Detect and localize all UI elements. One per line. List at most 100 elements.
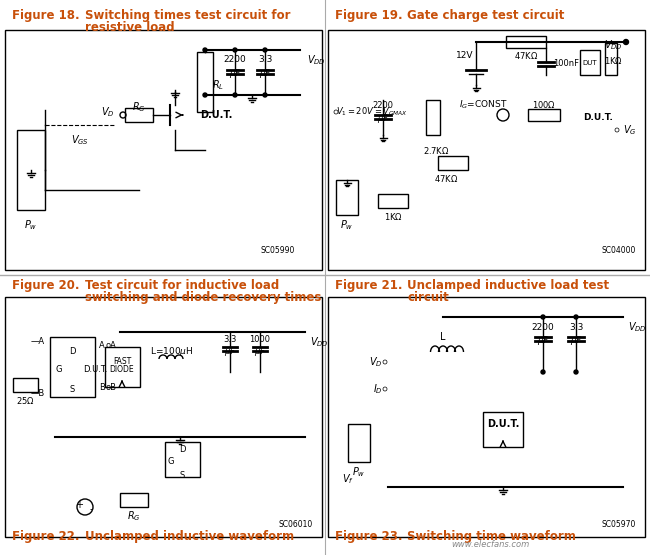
- Text: SC05990: SC05990: [261, 246, 295, 255]
- Text: 3.3: 3.3: [224, 335, 237, 344]
- Bar: [336, 180, 358, 215]
- Bar: [506, 36, 546, 48]
- Circle shape: [203, 93, 207, 97]
- Text: $P_w$: $P_w$: [352, 465, 366, 479]
- Text: 2.7K$\Omega$: 2.7K$\Omega$: [423, 145, 449, 156]
- Text: D.U.T.: D.U.T.: [487, 419, 519, 429]
- Text: A: A: [99, 341, 105, 350]
- Text: SC05970: SC05970: [602, 520, 636, 529]
- Text: Figure 21.: Figure 21.: [335, 279, 402, 292]
- Circle shape: [233, 48, 237, 52]
- Text: +: +: [75, 500, 83, 510]
- Text: 3.3: 3.3: [258, 56, 272, 64]
- Bar: [438, 156, 468, 170]
- Bar: [378, 194, 408, 208]
- Text: G: G: [55, 365, 62, 374]
- Bar: [120, 493, 148, 507]
- Text: 12V: 12V: [456, 51, 473, 59]
- Text: $V_G$: $V_G$: [623, 123, 636, 137]
- Bar: [197, 52, 213, 112]
- Bar: [328, 30, 645, 270]
- Text: —B: —B: [31, 390, 45, 398]
- Bar: [528, 109, 560, 121]
- Circle shape: [233, 93, 237, 97]
- Bar: [105, 347, 140, 387]
- Bar: [13, 378, 38, 392]
- Bar: [165, 442, 200, 477]
- Text: $\mu$F: $\mu$F: [224, 345, 236, 358]
- Text: 1000: 1000: [250, 335, 270, 344]
- Text: $R_G$: $R_G$: [132, 100, 146, 114]
- Circle shape: [541, 315, 545, 319]
- Text: Figure 22.: Figure 22.: [12, 530, 79, 543]
- Circle shape: [263, 48, 267, 52]
- Text: 47K$\Omega$: 47K$\Omega$: [514, 50, 538, 61]
- Text: Figure 18.: Figure 18.: [12, 9, 79, 22]
- Text: 2200: 2200: [372, 100, 393, 109]
- Text: $\mu$F: $\mu$F: [570, 334, 582, 347]
- Text: Switching time waveform: Switching time waveform: [407, 530, 576, 543]
- Text: 100nF: 100nF: [553, 58, 579, 68]
- Bar: [580, 50, 600, 75]
- Text: $I_D$: $I_D$: [373, 382, 383, 396]
- Bar: [125, 108, 153, 122]
- Bar: [17, 130, 45, 210]
- Text: $V_{GS}$: $V_{GS}$: [71, 133, 89, 147]
- Text: Switching times test circuit for: Switching times test circuit for: [85, 9, 291, 22]
- Text: 3.3: 3.3: [569, 322, 583, 331]
- Bar: [605, 43, 617, 75]
- Text: oB: oB: [105, 382, 116, 391]
- Text: Figure 20.: Figure 20.: [12, 279, 79, 292]
- Text: S: S: [70, 385, 75, 393]
- Text: -: -: [89, 504, 93, 514]
- Text: 100$\Omega$: 100$\Omega$: [532, 99, 556, 110]
- Text: $R_G$: $R_G$: [127, 509, 141, 523]
- Circle shape: [574, 315, 578, 319]
- Text: $V_f$: $V_f$: [342, 472, 354, 486]
- Text: $\mu$F: $\mu$F: [254, 345, 266, 358]
- Circle shape: [203, 48, 207, 52]
- Text: $\mu$F: $\mu$F: [229, 67, 241, 80]
- Text: SC06010: SC06010: [279, 520, 313, 529]
- Text: $\mu$F: $\mu$F: [259, 67, 271, 80]
- Text: 2200: 2200: [224, 56, 246, 64]
- Text: D.U.T.: D.U.T.: [83, 365, 107, 374]
- Text: 47K$\Omega$: 47K$\Omega$: [434, 173, 458, 184]
- Bar: [426, 100, 440, 135]
- Text: DIODE: DIODE: [110, 366, 135, 375]
- Text: L: L: [440, 332, 446, 342]
- Text: $\mu$F: $\mu$F: [537, 334, 549, 347]
- Bar: [348, 424, 370, 462]
- Text: $P_w$: $P_w$: [24, 218, 38, 232]
- Text: —A: —A: [31, 337, 45, 346]
- Text: Test circuit for inductive load: Test circuit for inductive load: [85, 279, 280, 292]
- Bar: [483, 412, 523, 447]
- Text: oA: oA: [105, 341, 116, 350]
- Text: Unclamped inductive load test: Unclamped inductive load test: [407, 279, 609, 292]
- Text: resistive load: resistive load: [85, 21, 175, 34]
- Text: $R_L$: $R_L$: [212, 78, 224, 92]
- Text: G: G: [168, 457, 174, 467]
- Text: $P_w$: $P_w$: [341, 218, 354, 232]
- Text: $V_D$: $V_D$: [369, 355, 383, 369]
- Bar: [5, 297, 322, 537]
- Circle shape: [541, 370, 545, 374]
- Text: $V_{DD}$: $V_{DD}$: [310, 335, 329, 349]
- Text: Figure 23.: Figure 23.: [335, 530, 402, 543]
- Text: S: S: [179, 471, 185, 480]
- Text: $V_D$: $V_D$: [101, 105, 115, 119]
- Text: SC04000: SC04000: [602, 246, 636, 255]
- Text: D.U.T.: D.U.T.: [583, 113, 613, 122]
- Text: $\mu$F: $\mu$F: [377, 112, 389, 125]
- Text: Figure 19.: Figure 19.: [335, 9, 402, 22]
- Text: D.U.T.: D.U.T.: [200, 110, 233, 120]
- Bar: [328, 297, 645, 537]
- Text: FAST: FAST: [113, 357, 131, 366]
- Text: 2200: 2200: [532, 322, 554, 331]
- Text: $V_{DD}$: $V_{DD}$: [307, 53, 326, 67]
- Bar: [50, 337, 95, 397]
- Text: $V_{DD}$: $V_{DD}$: [628, 320, 647, 334]
- Text: DUT: DUT: [582, 60, 597, 66]
- Text: $V_{DD}$: $V_{DD}$: [604, 38, 623, 52]
- Circle shape: [574, 370, 578, 374]
